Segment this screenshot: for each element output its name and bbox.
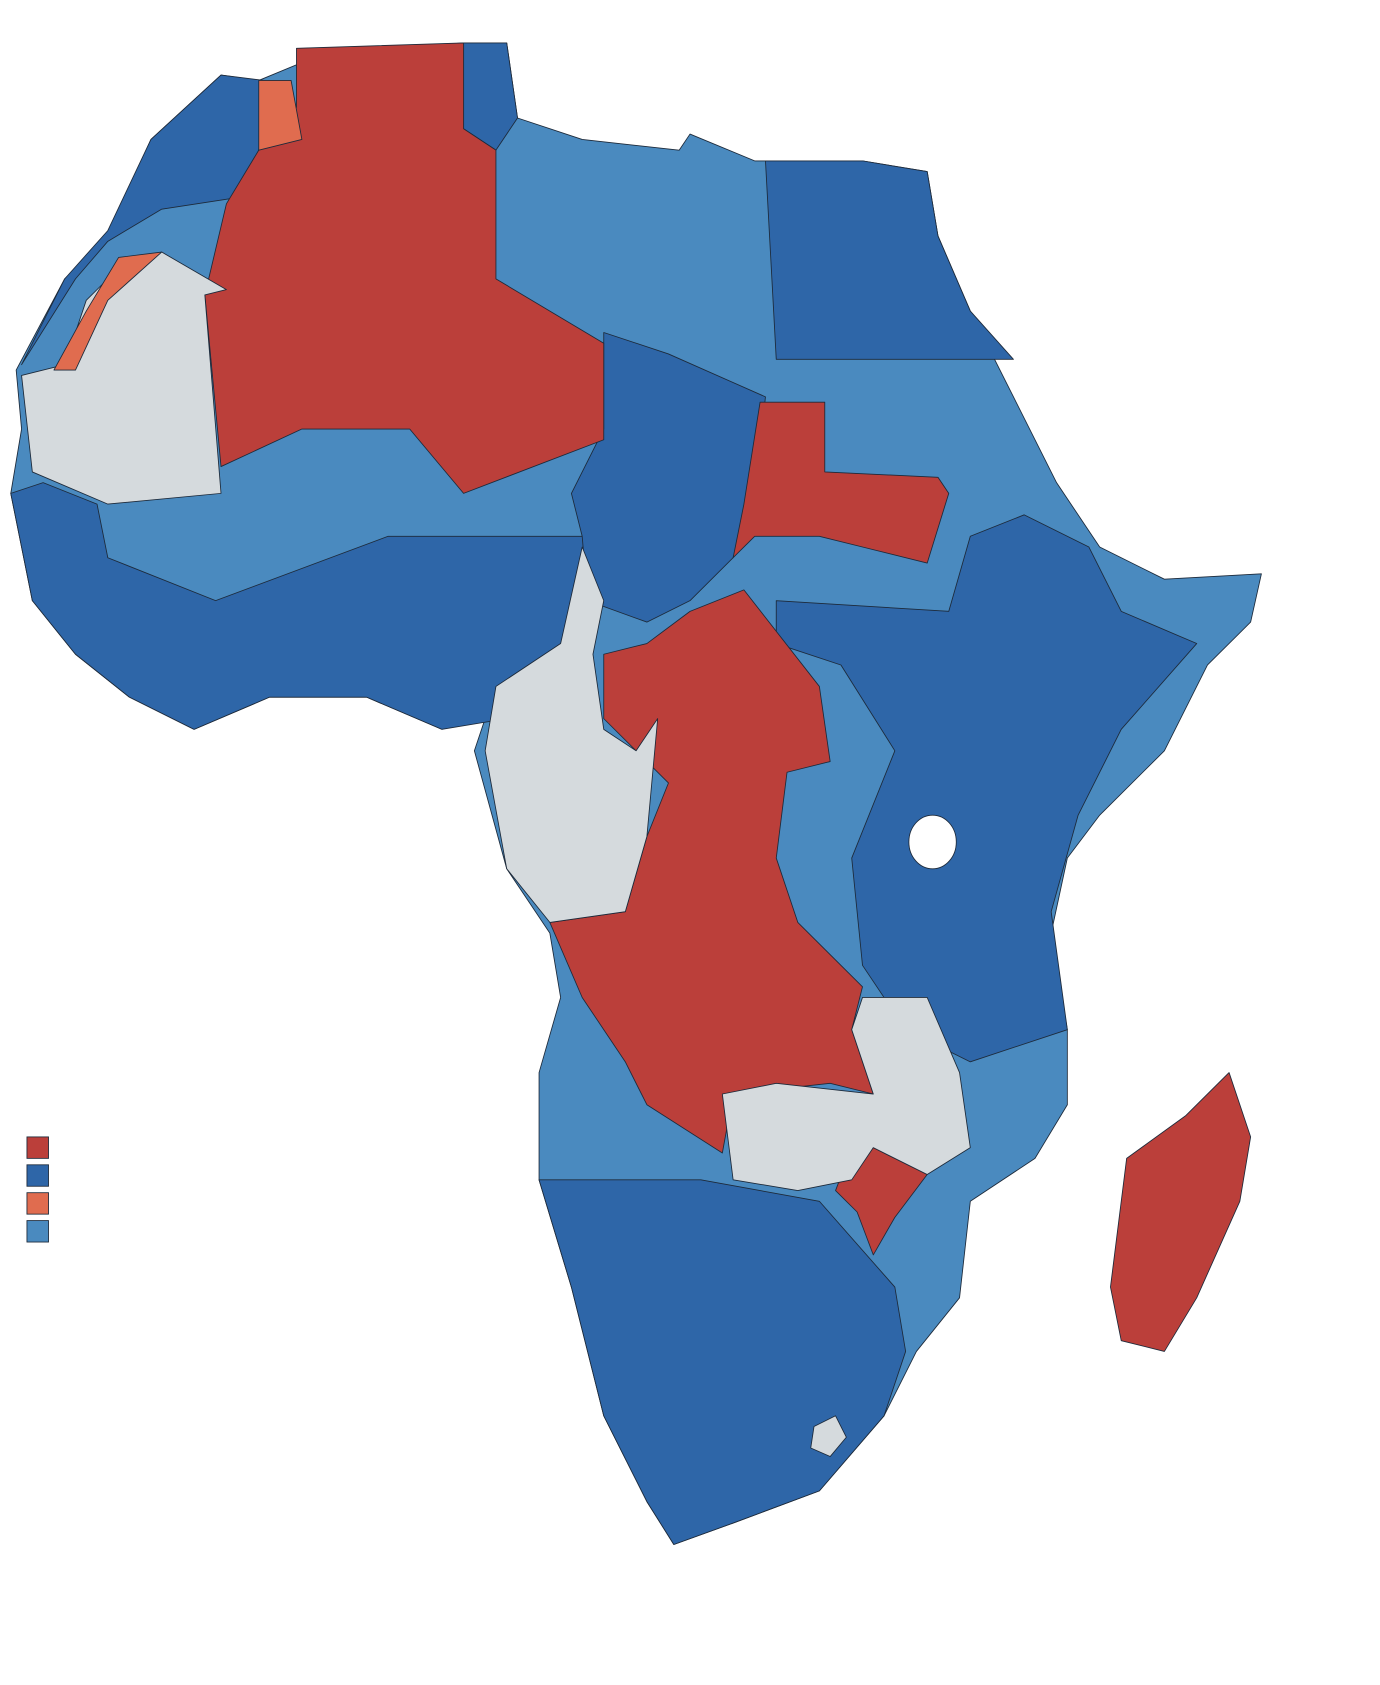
region [258, 80, 303, 151]
region [721, 997, 971, 1191]
region [484, 546, 659, 923]
region [810, 1415, 847, 1457]
region [21, 251, 227, 505]
region [732, 401, 950, 564]
region [204, 42, 605, 494]
legend-swatch [26, 1220, 49, 1243]
region [570, 332, 766, 623]
legend [26, 1136, 49, 1243]
region [775, 514, 1198, 1063]
legend-swatch [26, 1136, 49, 1159]
legend-swatch [26, 1164, 49, 1187]
legend-swatch [26, 1192, 49, 1215]
lake [908, 814, 957, 870]
region [53, 251, 163, 371]
island [1110, 1072, 1252, 1352]
region [538, 1179, 907, 1545]
region [765, 160, 1014, 360]
